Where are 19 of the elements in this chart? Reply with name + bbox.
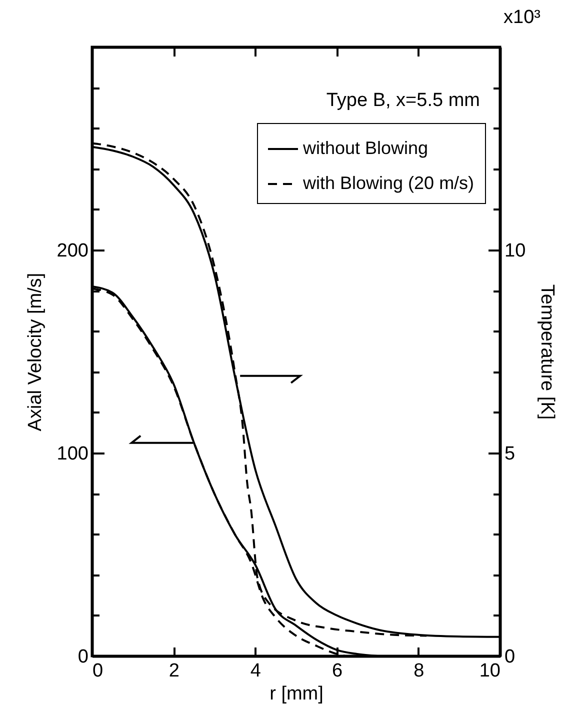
legend-label: without Blowing [302, 138, 428, 158]
x-tick-label: 2 [168, 660, 180, 682]
text: x10³ [504, 7, 540, 28]
y2-axis-title: Temperature [K] [536, 284, 558, 420]
annotation: Type B, x=5.5 mm [326, 90, 480, 111]
x-axis-title: r [mm] [270, 684, 324, 704]
y-tick-label: 200 [56, 240, 88, 262]
x-tick-label: 8 [414, 660, 424, 682]
x-tick-label: 6 [332, 660, 343, 682]
y-tick-label: 100 [56, 444, 88, 464]
y2-tick-label: 5 [504, 444, 516, 464]
x-tick-label: 10 [479, 660, 500, 682]
legend-label: with Blowing (20 m/s) [302, 173, 474, 193]
y2-tick-label: 0 [504, 646, 516, 668]
y-axis-title: Axial Velocity [m/s] [24, 272, 46, 432]
y-tick-label: 0 [78, 646, 88, 668]
x-tick-label: 0 [92, 660, 104, 682]
x-tick-label: 4 [250, 660, 262, 682]
y2-tick-label: 10 [504, 240, 526, 262]
